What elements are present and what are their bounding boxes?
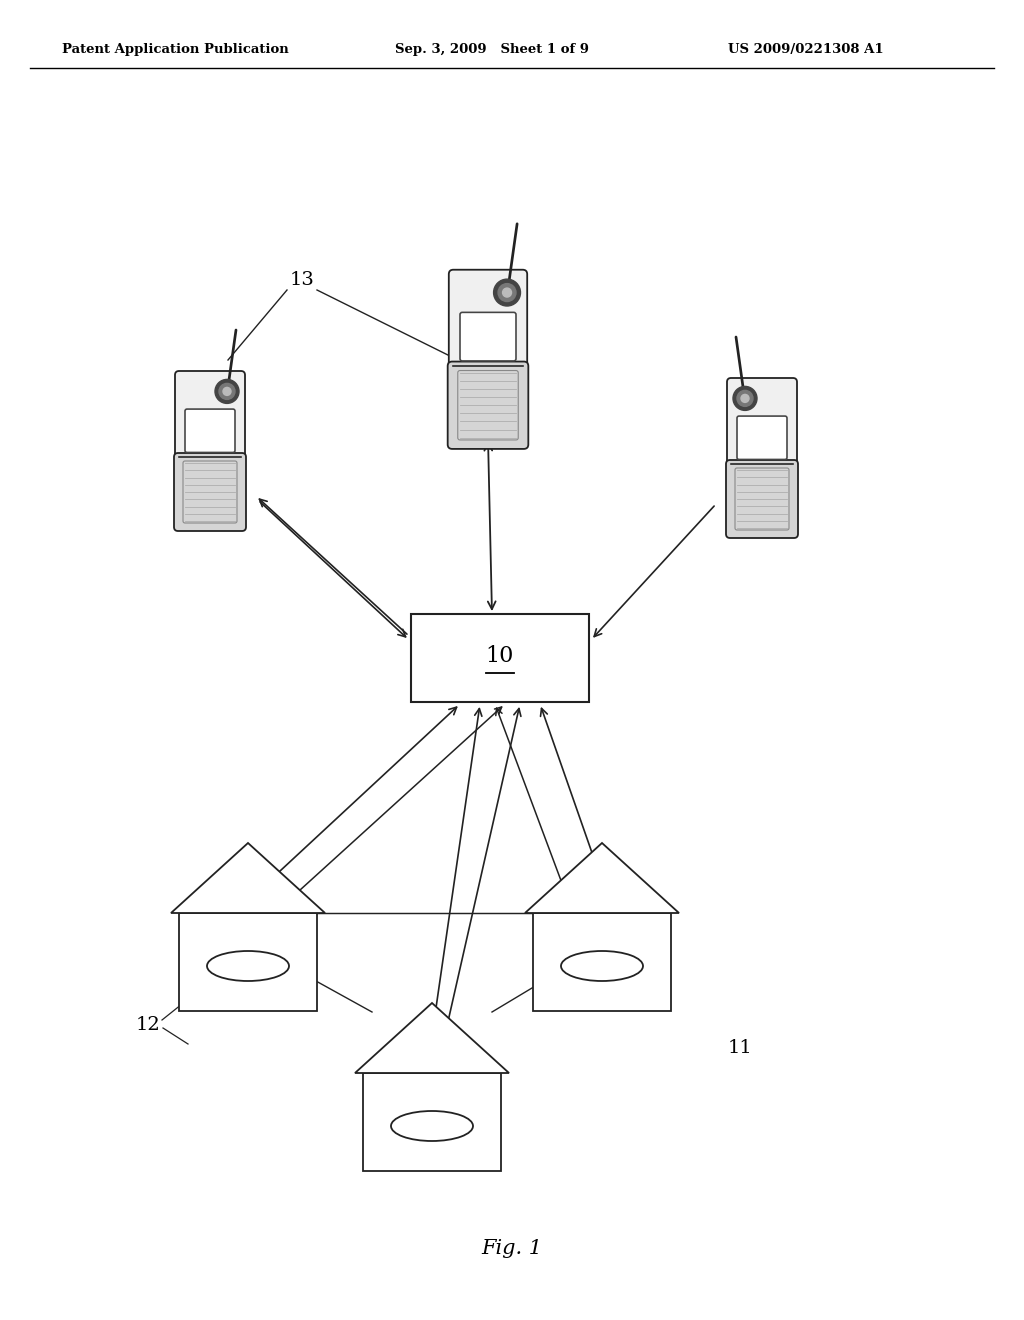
Ellipse shape [207, 950, 289, 981]
Circle shape [741, 395, 749, 403]
Text: US 2009/0221308 A1: US 2009/0221308 A1 [728, 44, 884, 57]
Circle shape [737, 391, 753, 407]
FancyBboxPatch shape [175, 371, 245, 461]
Ellipse shape [391, 1111, 473, 1140]
Circle shape [503, 288, 512, 297]
Bar [179, 913, 317, 1011]
Bar [411, 614, 589, 702]
Text: 13: 13 [290, 271, 314, 289]
Circle shape [215, 379, 239, 404]
FancyBboxPatch shape [727, 378, 797, 469]
Polygon shape [355, 1003, 509, 1073]
Text: 11: 11 [728, 1039, 753, 1057]
Text: Fig. 1: Fig. 1 [481, 1238, 543, 1258]
Text: 10: 10 [485, 645, 514, 667]
Circle shape [733, 387, 757, 411]
Polygon shape [525, 843, 679, 913]
Text: Patent Application Publication: Patent Application Publication [62, 44, 289, 57]
FancyBboxPatch shape [174, 453, 246, 531]
FancyBboxPatch shape [447, 362, 528, 449]
FancyBboxPatch shape [460, 313, 516, 360]
Polygon shape [171, 843, 325, 913]
FancyBboxPatch shape [449, 269, 527, 371]
FancyBboxPatch shape [185, 409, 234, 453]
Bar [362, 1073, 501, 1171]
Text: 12: 12 [135, 1016, 161, 1034]
Circle shape [494, 279, 520, 306]
Ellipse shape [561, 950, 643, 981]
Circle shape [498, 284, 516, 301]
Circle shape [223, 387, 231, 396]
Circle shape [219, 383, 234, 400]
Text: Sep. 3, 2009   Sheet 1 of 9: Sep. 3, 2009 Sheet 1 of 9 [395, 44, 589, 57]
Bar [534, 913, 671, 1011]
FancyBboxPatch shape [726, 459, 798, 539]
FancyBboxPatch shape [737, 416, 787, 459]
